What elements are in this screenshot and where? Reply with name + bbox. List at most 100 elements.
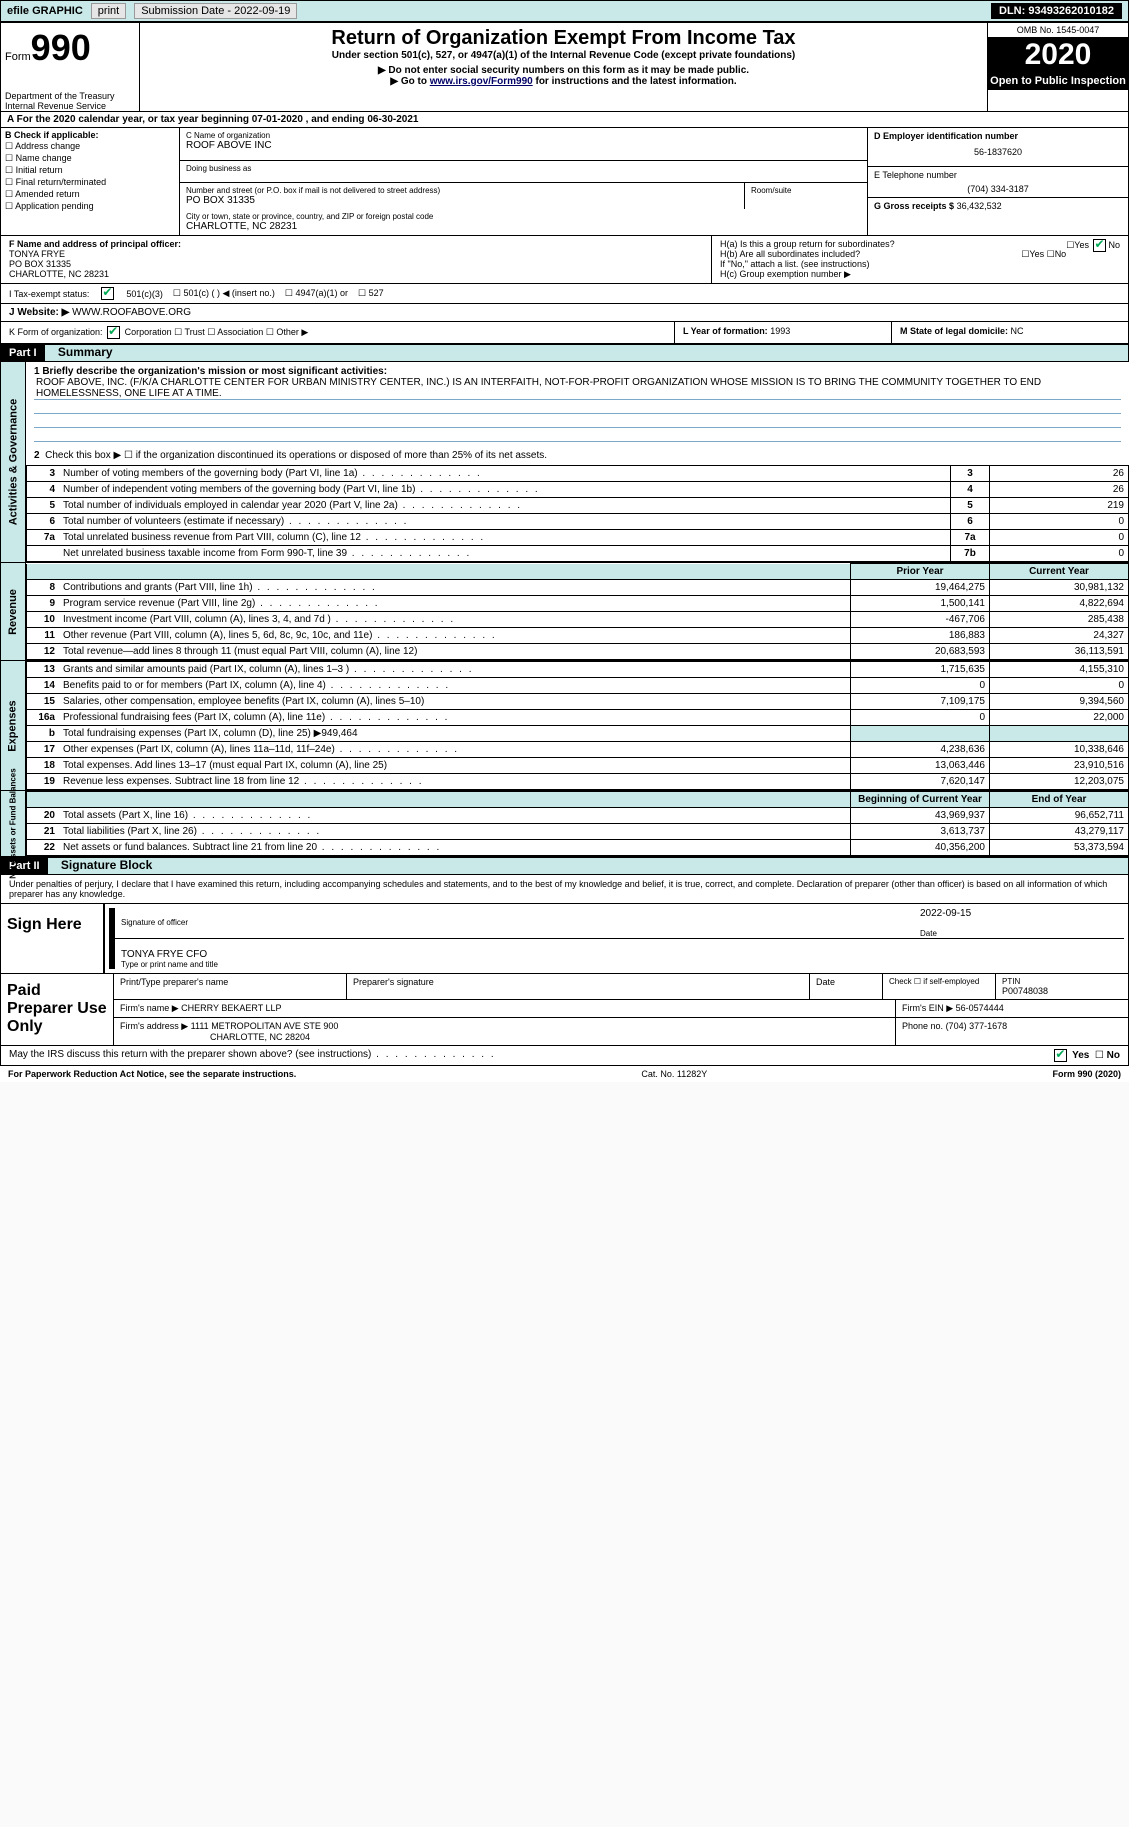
net20-text: Total assets (Part X, line 16) [63, 810, 312, 821]
opt-trust: Trust [185, 327, 205, 337]
name-title-label: Type or print name and title [121, 960, 218, 969]
line3-box: 3 [951, 466, 990, 482]
net21-end: 43,279,117 [990, 824, 1129, 840]
form-number: 990 [31, 27, 91, 68]
form-label: Form [5, 51, 31, 63]
opt-527: 527 [369, 288, 384, 298]
officer-addr2: CHARLOTTE, NC 28231 [9, 269, 109, 279]
tax-year: 2020 [988, 38, 1128, 72]
net22-end: 53,373,594 [990, 840, 1129, 856]
phone-label: E Telephone number [874, 170, 957, 180]
sign-here-label: Sign Here [1, 904, 105, 973]
net22-num: 22 [27, 840, 60, 856]
rev9-current: 4,822,694 [990, 596, 1129, 612]
subtitle-1: Under section 501(c), 527, or 4947(a)(1)… [144, 50, 983, 61]
rev11-current: 24,327 [990, 628, 1129, 644]
exp16b-num: b [27, 726, 60, 742]
opt-4947: 4947(a)(1) or [296, 288, 349, 298]
exp16b-text: Total fundraising expenses (Part IX, col… [63, 728, 358, 739]
sign-date: 2022-09-15 [920, 908, 971, 919]
ptin-label: PTIN [1002, 977, 1122, 986]
rev8-text: Contributions and grants (Part VIII, lin… [63, 582, 377, 593]
exp13-text: Grants and similar amounts paid (Part IX… [63, 664, 473, 675]
irs-link[interactable]: www.irs.gov/Form990 [430, 76, 533, 87]
line5-box: 5 [951, 498, 990, 514]
section-b-title: B Check if applicable: [5, 130, 99, 140]
rev10-current: 285,438 [990, 612, 1129, 628]
cb-final-return: Final return/terminated [16, 177, 107, 187]
net20-begin: 43,969,937 [851, 808, 990, 824]
checkbox-no[interactable] [1093, 239, 1106, 252]
line4-text: Number of independent voting members of … [63, 484, 540, 495]
rev9-num: 9 [27, 596, 60, 612]
exp19-prior: 7,620,147 [851, 774, 990, 790]
cat-no: Cat. No. 11282Y [296, 1069, 1052, 1079]
exp18-text: Total expenses. Add lines 13–17 (must eq… [63, 760, 387, 771]
hdr-begin-year: Beginning of Current Year [851, 792, 990, 808]
part1-title: Summary [48, 345, 113, 359]
exp17-num: 17 [27, 742, 60, 758]
firm-addr1: 1111 METROPOLITAN AVE STE 900 [191, 1021, 339, 1031]
date-label: Date [920, 929, 937, 938]
tax-status-label: I Tax-exempt status: [9, 289, 89, 299]
rev10-text: Investment income (Part VIII, column (A)… [63, 614, 455, 625]
part1-header: Part I [1, 345, 45, 361]
h-b2-label: If "No," attach a list. (see instruction… [720, 259, 1120, 269]
signer-name: TONYA FRYE CFO [121, 949, 1120, 960]
cb-address-change: Address change [15, 141, 80, 151]
checkbox-501c3[interactable] [101, 287, 114, 300]
penalties-text: Under penalties of perjury, I declare th… [0, 875, 1129, 904]
print-button[interactable]: print [91, 3, 126, 19]
vband-expenses: Expenses [7, 700, 19, 751]
rev8-prior: 19,464,275 [851, 580, 990, 596]
no-label: No [1108, 240, 1120, 250]
line5-val: 219 [990, 498, 1129, 514]
exp16a-text: Professional fundraising fees (Part IX, … [63, 712, 449, 723]
line7b-val: 0 [990, 546, 1129, 562]
line3-text: Number of voting members of the governin… [63, 468, 482, 479]
line4-box: 4 [951, 482, 990, 498]
room-label: Room/suite [745, 183, 867, 209]
signature-label: Signature of officer [117, 918, 916, 938]
q1-label: 1 Briefly describe the organization's mi… [34, 366, 387, 377]
net21-text: Total liabilities (Part X, line 26) [63, 826, 321, 837]
rev8-num: 8 [27, 580, 60, 596]
form-footer: Form 990 (2020) [1052, 1069, 1121, 1079]
addr-label: Number and street (or P.O. box if mail i… [186, 186, 738, 195]
q2-text: Check this box ▶ ☐ if the organization d… [45, 450, 547, 461]
firm-addr-label: Firm's address ▶ [120, 1021, 188, 1031]
subtitle-2: ▶ Do not enter social security numbers o… [144, 65, 983, 76]
checkbox-discuss-yes[interactable] [1054, 1049, 1067, 1062]
line7b-box: 7b [951, 546, 990, 562]
opt-corp: Corporation [125, 327, 172, 337]
rev11-prior: 186,883 [851, 628, 990, 644]
omb-number: OMB No. 1545-0047 [988, 23, 1128, 38]
checkbox-corp[interactable] [107, 326, 120, 339]
subtitle-3a: ▶ Go to [390, 76, 429, 87]
rev12-prior: 20,683,593 [851, 644, 990, 660]
website-value: WWW.ROOFABOVE.ORG [72, 307, 191, 318]
dba-label: Doing business as [186, 164, 861, 173]
exp19-text: Revenue less expenses. Subtract line 18 … [63, 776, 424, 787]
rev10-num: 10 [27, 612, 60, 628]
cb-name-change: Name change [16, 153, 72, 163]
exp18-prior: 13,063,446 [851, 758, 990, 774]
irs-label: Internal Revenue Service [5, 101, 135, 111]
officer-addr1: PO BOX 31335 [9, 259, 71, 269]
subtitle-3b: for instructions and the latest informat… [533, 76, 737, 87]
line6-text: Total number of volunteers (estimate if … [63, 516, 408, 527]
line5-num: 5 [27, 498, 60, 514]
vband-netassets: Net Assets or Fund Balances [9, 768, 18, 878]
exp14-num: 14 [27, 678, 60, 694]
ein-label: D Employer identification number [874, 131, 1018, 141]
exp16a-prior: 0 [851, 710, 990, 726]
firm-phone-label: Phone no. [902, 1021, 943, 1031]
net20-num: 20 [27, 808, 60, 824]
vband-governance: Activities & Governance [7, 399, 19, 526]
yes-label: Yes [1074, 240, 1089, 250]
year-formation-label: L Year of formation: [683, 326, 768, 336]
rev12-current: 36,113,591 [990, 644, 1129, 660]
discuss-no: No [1107, 1050, 1120, 1061]
exp18-current: 23,910,516 [990, 758, 1129, 774]
gross-value: 36,432,532 [957, 201, 1002, 211]
